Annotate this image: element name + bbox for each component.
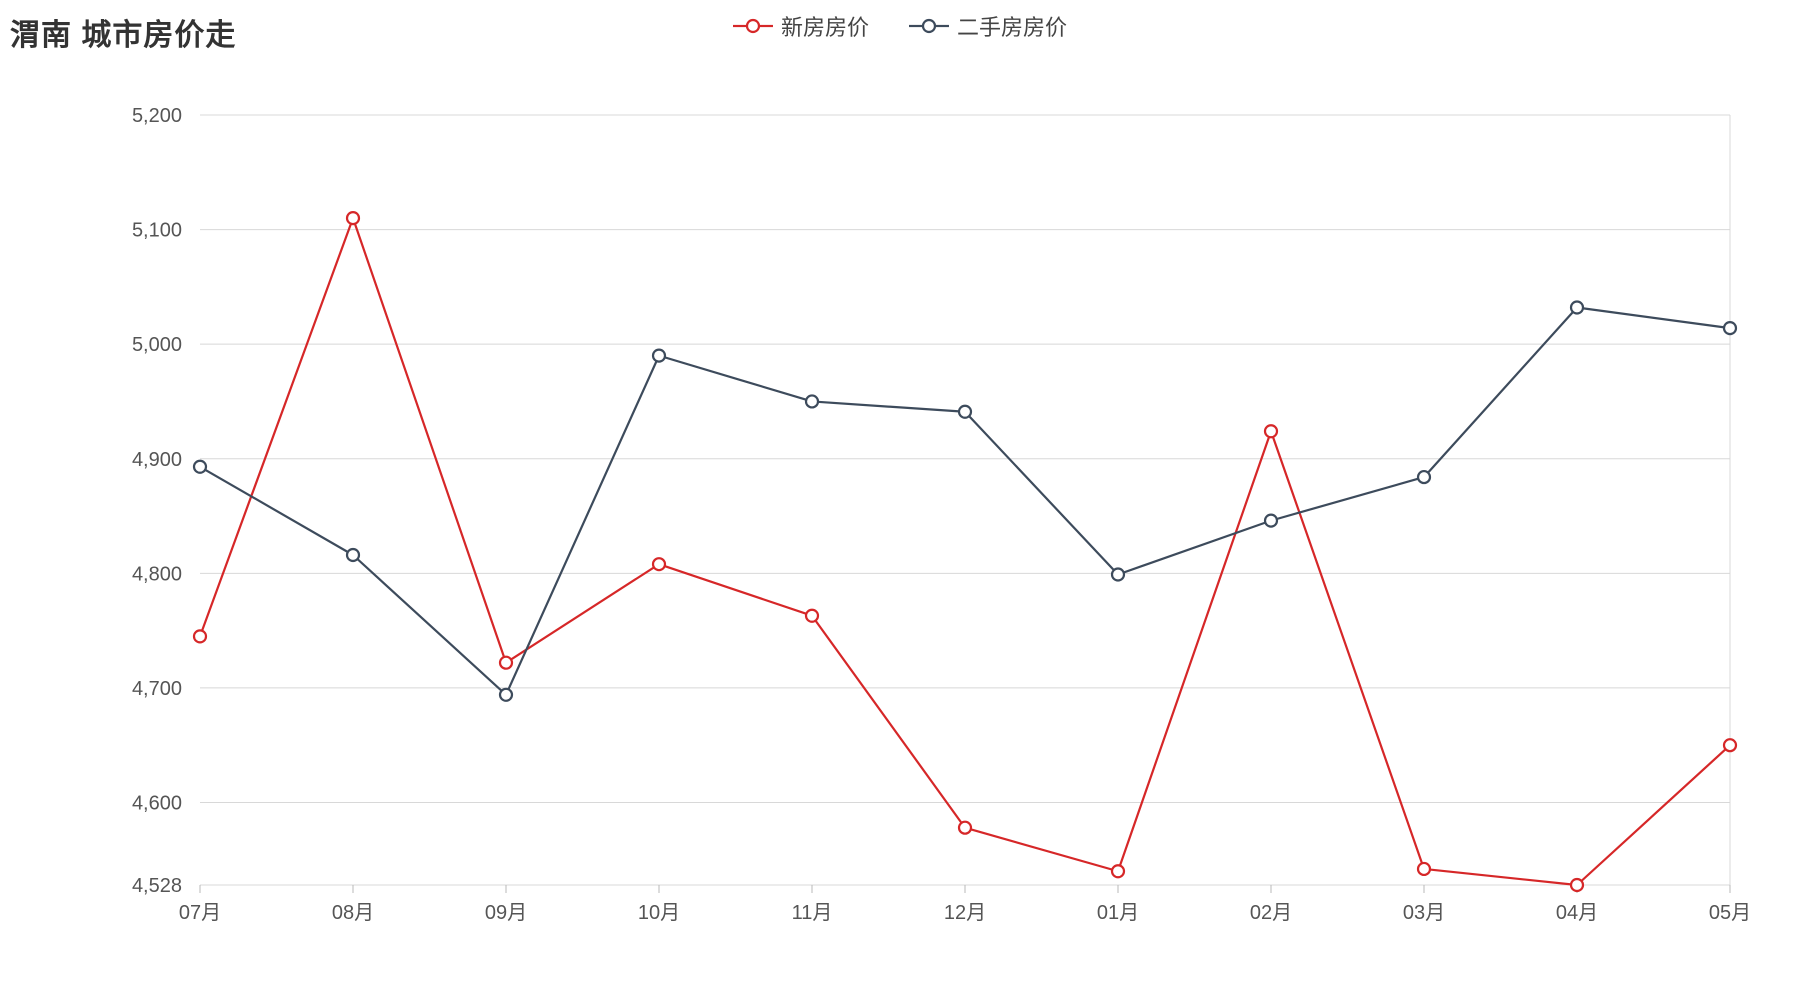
legend-symbol: [909, 16, 949, 36]
data-point[interactable]: [653, 350, 665, 362]
series-line: [200, 218, 1730, 885]
y-tick-label: 5,200: [132, 105, 182, 127]
data-point[interactable]: [1418, 863, 1430, 875]
data-point[interactable]: [347, 212, 359, 224]
x-tick-label: 03月: [1403, 902, 1445, 924]
data-point[interactable]: [1571, 879, 1583, 891]
x-tick-label: 04月: [1556, 902, 1598, 924]
data-point[interactable]: [806, 395, 818, 407]
x-tick-label: 10月: [638, 902, 680, 924]
data-point[interactable]: [653, 558, 665, 570]
x-tick-label: 07月: [179, 902, 221, 924]
legend-item[interactable]: 二手房房价: [909, 10, 1067, 42]
legend: 新房房价 二手房房价: [733, 10, 1067, 42]
data-point[interactable]: [194, 630, 206, 642]
data-point[interactable]: [1112, 568, 1124, 580]
data-point[interactable]: [959, 822, 971, 834]
data-point[interactable]: [1724, 739, 1736, 751]
line-chart: 4,528 4,600 4,700 4,800 4,900 5,000 5,100 5,200…: [0, 0, 1800, 1000]
y-tick-label: 4,528: [132, 875, 182, 897]
data-point[interactable]: [1418, 471, 1430, 483]
legend-item[interactable]: 新房房价: [733, 10, 869, 42]
y-tick-label: 5,100: [132, 220, 182, 242]
chart-title: 渭南 城市房价走: [10, 10, 236, 54]
y-tick-label: 4,900: [132, 449, 182, 471]
series-line: [200, 308, 1730, 695]
data-point[interactable]: [1112, 865, 1124, 877]
data-point[interactable]: [194, 461, 206, 473]
legend-label: 新房房价: [781, 10, 869, 42]
y-tick-label: 4,600: [132, 793, 182, 815]
data-point[interactable]: [1571, 302, 1583, 314]
data-point[interactable]: [1724, 322, 1736, 334]
x-tick-label: 11月: [792, 902, 833, 924]
x-tick-label: 05月: [1709, 902, 1751, 924]
data-point[interactable]: [500, 689, 512, 701]
x-tick-label: 01月: [1097, 902, 1139, 924]
y-tick-label: 4,800: [132, 563, 182, 585]
y-tick-label: 5,000: [132, 334, 182, 356]
legend-label: 二手房房价: [957, 10, 1067, 42]
data-point[interactable]: [500, 657, 512, 669]
data-point[interactable]: [806, 610, 818, 622]
x-tick-label: 02月: [1250, 902, 1292, 924]
data-point[interactable]: [347, 549, 359, 561]
x-tick-label: 08月: [332, 902, 374, 924]
legend-symbol: [733, 16, 773, 36]
y-tick-label: 4,700: [132, 678, 182, 700]
data-point[interactable]: [959, 406, 971, 418]
x-tick-label: 12月: [944, 902, 986, 924]
x-tick-label: 09月: [485, 902, 527, 924]
data-point[interactable]: [1265, 515, 1277, 527]
data-point[interactable]: [1265, 425, 1277, 437]
